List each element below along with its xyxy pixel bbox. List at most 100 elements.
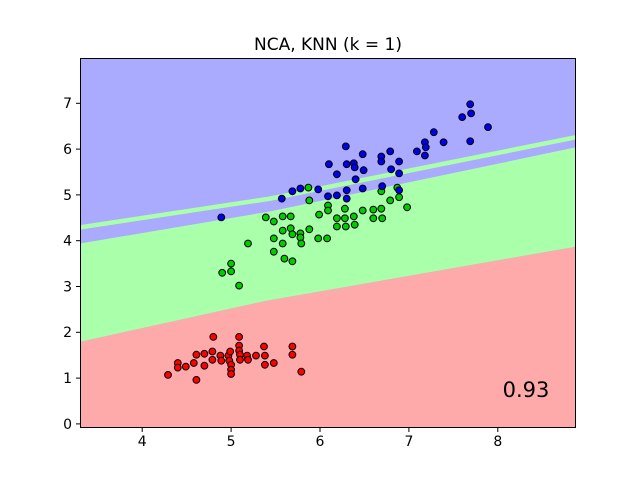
data-point-class-2-blue: [350, 163, 359, 172]
data-point-class-1-green: [278, 212, 287, 221]
data-point-class-1-green: [324, 206, 332, 215]
data-point-class-2-blue: [217, 213, 226, 222]
data-point-class-1-green: [297, 239, 306, 248]
decision-region-green-stripe: [80, 134, 576, 230]
y-tick-label: 2: [63, 325, 72, 341]
y-tick-label: 6: [63, 142, 72, 158]
data-point-class-2-blue: [351, 175, 360, 184]
data-point-class-1-green: [288, 257, 297, 266]
data-point-class-0-red: [181, 362, 190, 371]
data-point-class-2-blue: [342, 194, 351, 203]
data-point-class-1-green: [305, 196, 314, 205]
data-point-class-0-red: [288, 350, 297, 359]
data-point-class-2-blue: [314, 185, 323, 194]
data-point-class-2-blue: [413, 147, 421, 156]
data-point-class-1-green: [341, 204, 349, 213]
data-point-class-2-blue: [288, 187, 297, 196]
data-point-class-1-green: [280, 254, 289, 263]
data-point-class-2-blue: [342, 186, 351, 195]
y-tick-label: 1: [63, 371, 72, 387]
data-point-class-0-red: [297, 367, 306, 376]
data-point-class-1-green: [369, 214, 378, 223]
data-point-class-2-blue: [359, 166, 368, 175]
data-point-class-2-blue: [395, 186, 404, 195]
data-point-class-0-red: [173, 363, 182, 372]
data-point-class-1-green: [341, 214, 349, 223]
data-point-class-2-blue: [421, 143, 430, 152]
data-point-class-1-green: [235, 281, 244, 290]
data-point-class-1-green: [350, 220, 359, 229]
data-point-class-2-blue: [421, 151, 429, 160]
data-point-class-1-green: [333, 222, 341, 231]
data-point-class-1-green: [315, 210, 324, 219]
data-point-class-2-blue: [377, 157, 386, 166]
decision-region-red: [80, 246, 576, 428]
data-point-class-2-blue: [378, 182, 387, 191]
data-point-class-1-green: [314, 234, 323, 243]
data-point-class-2-blue: [484, 123, 492, 131]
data-point-class-1-green: [369, 205, 378, 214]
data-point-class-2-blue: [429, 128, 438, 137]
data-point-class-0-red: [226, 347, 235, 356]
data-point-class-2-blue: [386, 147, 395, 156]
x-tick-label: 8: [493, 434, 502, 450]
data-point-class-0-red: [260, 342, 268, 351]
data-point-class-0-red: [252, 351, 260, 360]
data-point-class-1-green: [244, 239, 252, 248]
data-point-class-2-blue: [466, 137, 475, 146]
data-point-class-1-green: [341, 222, 350, 231]
data-point-class-1-green: [305, 225, 314, 234]
data-point-class-0-red: [164, 371, 172, 379]
data-point-class-0-red: [261, 360, 269, 369]
y-tick-label: 4: [63, 234, 72, 250]
data-point-class-1-green: [269, 217, 278, 226]
data-point-class-0-red: [189, 359, 198, 367]
x-tick-label: 7: [404, 434, 413, 450]
data-point-class-2-blue: [458, 113, 467, 121]
data-point-class-0-red: [209, 333, 218, 341]
data-point-class-2-blue: [324, 192, 332, 201]
data-point-class-1-green: [269, 247, 278, 256]
y-tick-label: 5: [63, 188, 72, 204]
data-point-class-2-blue: [467, 109, 476, 118]
y-tick-label: 0: [63, 417, 72, 433]
data-point-class-2-blue: [358, 150, 367, 159]
x-tick-label: 5: [227, 434, 236, 450]
score-text: 0.93: [502, 378, 550, 402]
x-tick-label: 4: [138, 434, 147, 450]
data-point-class-0-red: [236, 355, 244, 364]
data-point-class-2-blue: [358, 184, 367, 193]
data-point-class-0-red: [208, 347, 217, 356]
data-point-class-1-green: [304, 183, 313, 192]
decision-region-green: [80, 147, 576, 342]
data-point-class-0-red: [261, 351, 269, 360]
data-point-class-1-green: [386, 196, 395, 205]
data-point-class-1-green: [286, 212, 295, 221]
data-point-class-2-blue: [395, 169, 404, 178]
data-point-class-1-green: [358, 206, 367, 215]
data-point-class-2-blue: [342, 160, 351, 169]
data-point-class-1-green: [333, 214, 341, 223]
data-point-class-2-blue: [395, 157, 404, 166]
data-point-class-2-blue: [325, 160, 333, 169]
data-point-class-2-blue: [296, 184, 305, 193]
data-point-class-0-red: [244, 355, 252, 364]
data-point-class-2-blue: [277, 194, 286, 203]
data-point-class-1-green: [261, 213, 270, 222]
data-point-class-1-green: [403, 203, 412, 212]
data-point-class-1-green: [269, 234, 278, 243]
data-point-class-2-blue: [387, 165, 396, 174]
data-point-class-0-red: [288, 342, 297, 351]
data-point-class-1-green: [323, 234, 332, 243]
chart-title: NCA, KNN (k = 1): [254, 35, 402, 55]
data-point-class-0-red: [235, 333, 244, 341]
data-point-class-0-red: [192, 350, 201, 359]
y-tick-label: 3: [63, 279, 72, 295]
data-point-class-2-blue: [333, 191, 341, 200]
data-point-class-1-green: [377, 204, 386, 213]
data-point-class-1-green: [349, 212, 358, 221]
data-point-class-0-red: [192, 376, 201, 384]
x-tick-label: 6: [316, 434, 325, 450]
